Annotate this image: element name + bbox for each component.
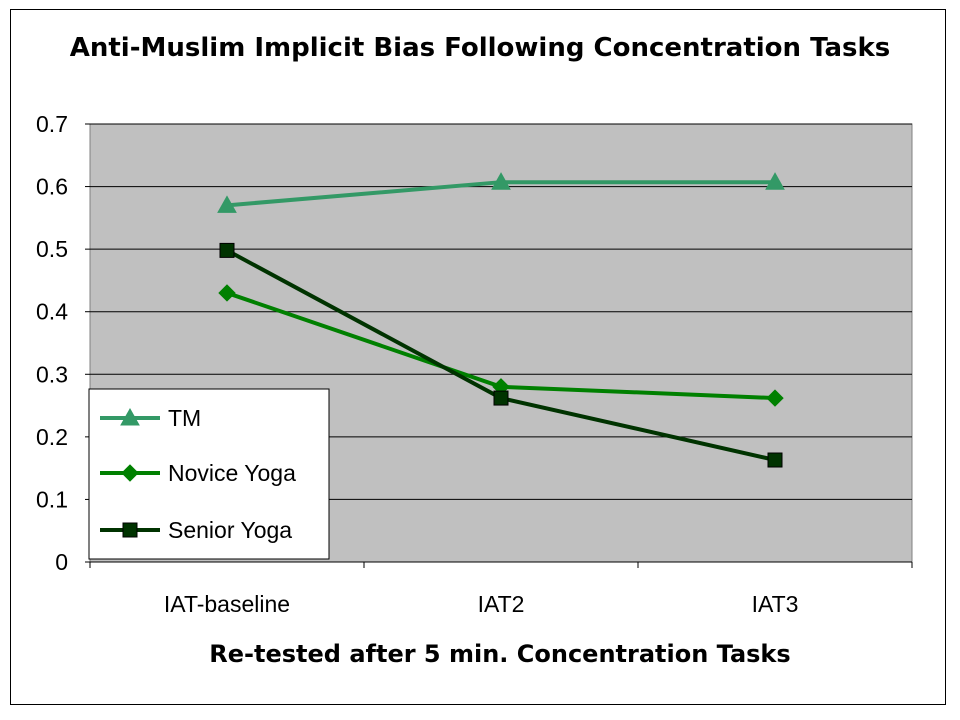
data-point	[766, 389, 784, 407]
data-point	[218, 284, 236, 302]
legend: TM Novice Yoga Senior Yoga	[88, 388, 330, 560]
x-tick-label: IAT2	[478, 591, 525, 617]
legend-label: Senior Yoga	[168, 517, 292, 543]
data-point	[219, 242, 235, 258]
legend-label: TM	[168, 405, 201, 431]
legend-marker	[120, 407, 140, 426]
y-tick-label: 0.6	[36, 174, 68, 200]
x-axis-title: Re-tested after 5 min. Concentration Tas…	[209, 640, 790, 668]
y-axis: 0 0.1 0.2 0.3 0.4 0.5 0.6 0.7	[36, 111, 90, 575]
y-tick-label: 0.2	[36, 424, 68, 450]
y-tick-label: 0	[55, 549, 68, 575]
data-point	[493, 390, 509, 406]
legend-marker	[122, 522, 138, 538]
y-tick-label: 0.1	[36, 486, 68, 512]
legend-marker	[121, 464, 139, 482]
chart-title: Anti-Muslim Implicit Bias Following Conc…	[70, 33, 891, 63]
legend-label: Novice Yoga	[168, 460, 296, 486]
y-tick-label: 0.7	[36, 111, 68, 137]
y-tick-label: 0.5	[36, 236, 68, 262]
y-tick-label: 0.4	[36, 299, 68, 325]
y-tick-label: 0.3	[36, 361, 68, 387]
x-axis: IAT-baseline IAT2 IAT3	[89, 561, 913, 617]
series-layer	[217, 172, 785, 468]
data-point	[491, 172, 511, 190]
x-tick-label: IAT-baseline	[164, 591, 290, 617]
data-point	[765, 172, 785, 190]
data-point	[217, 195, 237, 213]
x-tick-label: IAT3	[752, 591, 799, 617]
data-point	[767, 452, 783, 468]
